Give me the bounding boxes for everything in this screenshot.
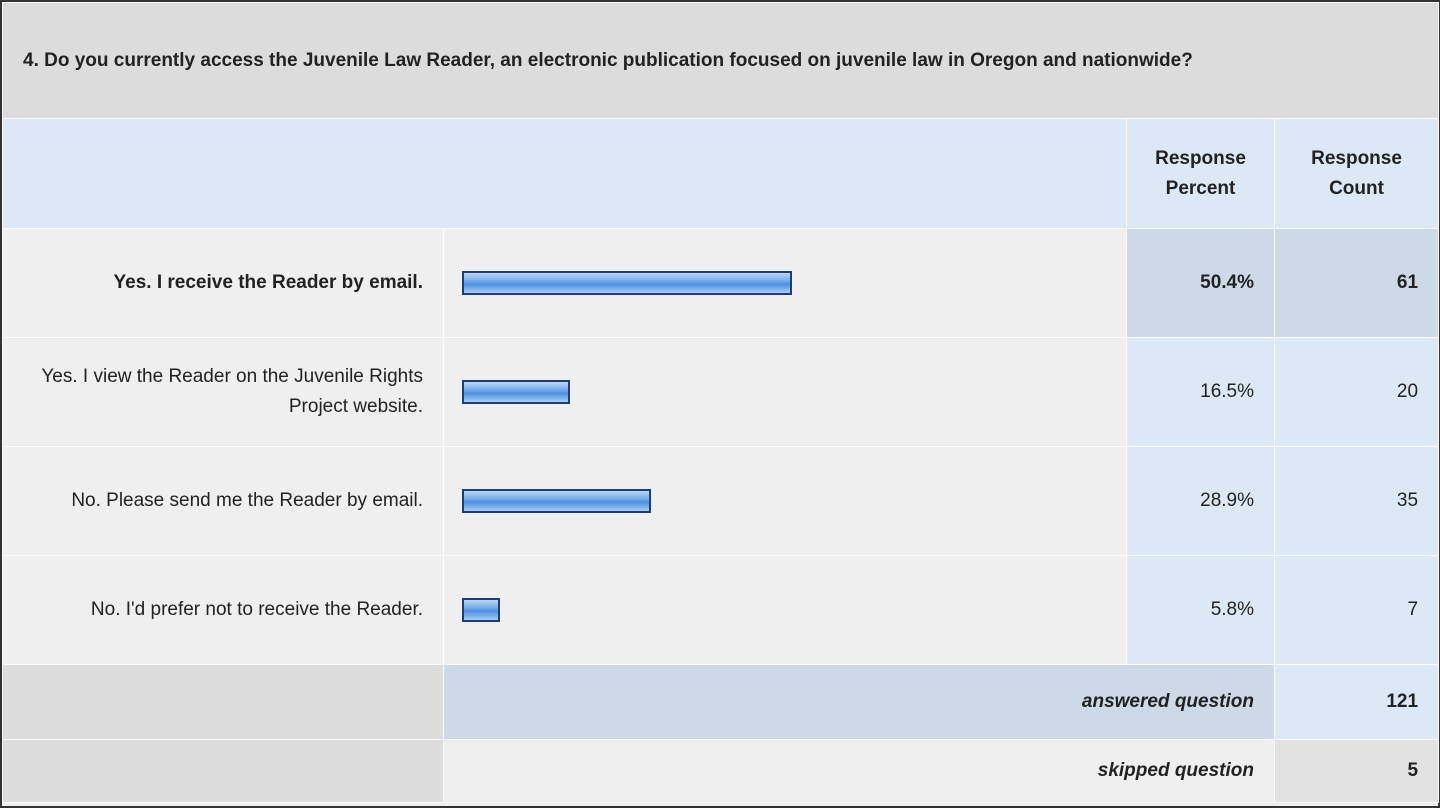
skipped-count: 5 <box>1273 739 1440 803</box>
response-percent: 16.5% <box>1126 337 1275 447</box>
bar-cell <box>443 228 1127 338</box>
response-percent: 50.4% <box>1126 228 1275 338</box>
answer-row: Yes. I view the Reader on the Juvenile R… <box>2 337 1440 447</box>
answer-row: No. I'd prefer not to receive the Reader… <box>2 555 1440 665</box>
bar-cell <box>443 555 1127 665</box>
answered-label: answered question <box>443 664 1275 740</box>
answer-label: No. I'd prefer not to receive the Reader… <box>2 555 444 665</box>
answer-row: No. Please send me the Reader by email. 2… <box>2 446 1440 556</box>
response-percent: 5.8% <box>1126 555 1275 665</box>
question: 4. Do you currently access the Juvenile … <box>1 2 1440 119</box>
footer-blank <box>2 664 444 740</box>
answer-row: Yes. I receive the Reader by email. 50.4%… <box>2 228 1440 338</box>
response-count: 61 <box>1273 228 1440 338</box>
answer-label: Yes. I view the Reader on the Juvenile R… <box>2 337 444 447</box>
header-count: Response Count <box>1273 118 1440 229</box>
bar <box>462 489 652 513</box>
answered-row: answered question 121 <box>2 664 1440 740</box>
response-percent: 28.9% <box>1126 446 1275 556</box>
skipped-label: skipped question <box>443 739 1275 803</box>
response-count: 20 <box>1273 337 1440 447</box>
response-count: 7 <box>1273 555 1440 665</box>
bar <box>462 380 571 404</box>
header-percent: Response Percent <box>1126 118 1275 229</box>
header-blank <box>2 118 1127 229</box>
bar <box>462 271 793 295</box>
skipped-row: skipped question 5 <box>2 739 1440 803</box>
answered-count: 121 <box>1273 664 1440 740</box>
answer-label: No. Please send me the Reader by email. <box>2 446 444 556</box>
answer-label: Yes. I receive the Reader by email. <box>2 228 444 338</box>
footer-blank <box>2 739 444 803</box>
bar-cell <box>443 337 1127 447</box>
bar-cell <box>443 446 1127 556</box>
bar <box>462 598 500 622</box>
response-count: 35 <box>1273 446 1440 556</box>
